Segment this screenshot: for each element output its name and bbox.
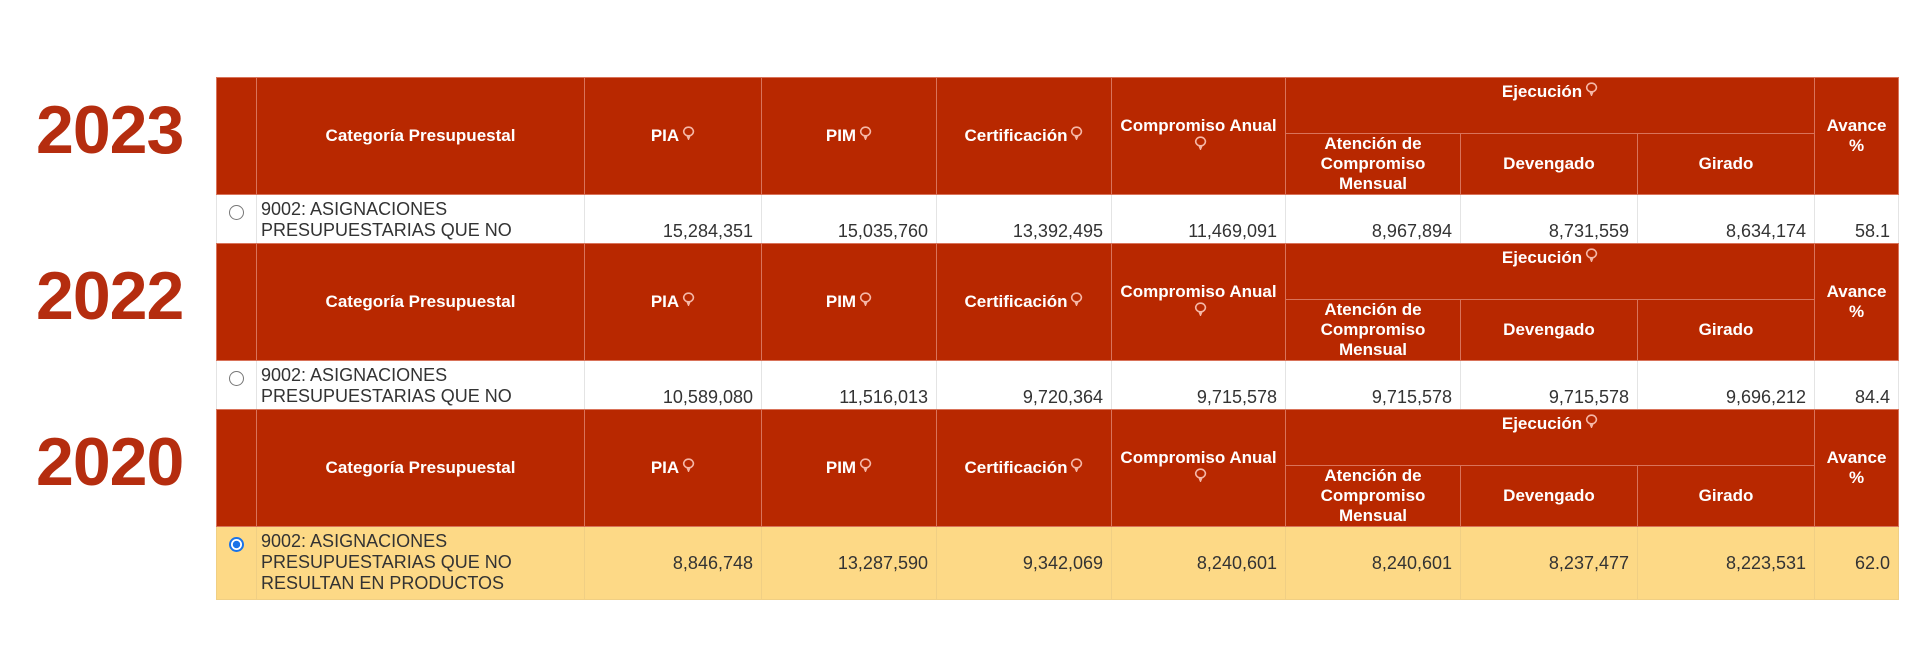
cell-atencion: 8,240,601 bbox=[1285, 526, 1461, 600]
header-avance: Avance % bbox=[1814, 243, 1900, 361]
comment-balloon-icon[interactable] bbox=[1194, 468, 1207, 482]
comment-balloon-icon[interactable] bbox=[1070, 292, 1083, 306]
header-ejecucion: Ejecución bbox=[1284, 243, 1816, 300]
row-select-radio-cell[interactable] bbox=[216, 526, 257, 600]
header-atencion: Atención de Compromiso Mensual bbox=[1285, 299, 1461, 361]
comment-balloon-icon[interactable] bbox=[859, 458, 872, 472]
cell-categoria: 9002: ASIGNACIONES PRESUPUESTARIAS QUE N… bbox=[256, 526, 585, 600]
header-compromiso-anual: Compromiso Anual bbox=[1111, 77, 1286, 195]
header-ejecucion: Ejecución bbox=[1284, 77, 1816, 134]
comment-balloon-icon[interactable] bbox=[859, 292, 872, 306]
comment-balloon-icon[interactable] bbox=[1585, 82, 1598, 96]
cell-girado: 8,223,531 bbox=[1636, 526, 1816, 600]
header-categoria: Categoría Presupuestal bbox=[256, 409, 585, 527]
comment-balloon-icon[interactable] bbox=[1194, 136, 1207, 150]
header-ejecucion: Ejecución bbox=[1284, 409, 1816, 466]
cell-certificacion: 9,342,069 bbox=[936, 526, 1112, 600]
select-column-header bbox=[216, 409, 257, 527]
header-atencion: Atención de Compromiso Mensual bbox=[1285, 133, 1461, 195]
header-pim: PIM bbox=[761, 409, 937, 527]
cell-compromiso: 8,240,601 bbox=[1111, 526, 1286, 600]
header-girado: Girado bbox=[1636, 465, 1816, 527]
header-avance: Avance % bbox=[1814, 409, 1900, 527]
row-select-radio[interactable] bbox=[229, 205, 244, 220]
header-certificacion: Certificación bbox=[936, 77, 1112, 195]
comment-balloon-icon[interactable] bbox=[682, 126, 695, 140]
cell-avance: 62.0 bbox=[1814, 526, 1900, 600]
header-certificacion: Certificación bbox=[936, 409, 1112, 527]
cell-pim: 13,287,590 bbox=[761, 526, 937, 600]
comment-balloon-icon[interactable] bbox=[1070, 126, 1083, 140]
year-label: 2023 bbox=[36, 92, 184, 168]
cell-pia: 8,846,748 bbox=[584, 526, 762, 600]
header-categoria: Categoría Presupuestal bbox=[256, 243, 585, 361]
comment-balloon-icon[interactable] bbox=[859, 126, 872, 140]
header-atencion: Atención de Compromiso Mensual bbox=[1285, 465, 1461, 527]
cell-devengado: 8,237,477 bbox=[1460, 526, 1638, 600]
header-pia: PIA bbox=[584, 243, 762, 361]
header-devengado: Devengado bbox=[1460, 465, 1638, 527]
header-pim: PIM bbox=[761, 243, 937, 361]
header-girado: Girado bbox=[1636, 299, 1816, 361]
header-devengado: Devengado bbox=[1460, 133, 1638, 195]
comment-balloon-icon[interactable] bbox=[1070, 458, 1083, 472]
header-devengado: Devengado bbox=[1460, 299, 1638, 361]
header-compromiso-anual: Compromiso Anual bbox=[1111, 409, 1286, 527]
select-column-header bbox=[216, 243, 257, 361]
header-compromiso-anual: Compromiso Anual bbox=[1111, 243, 1286, 361]
comment-balloon-icon[interactable] bbox=[682, 458, 695, 472]
row-select-radio[interactable] bbox=[229, 537, 244, 552]
year-label: 2020 bbox=[36, 424, 184, 500]
header-avance: Avance % bbox=[1814, 77, 1900, 195]
select-column-header bbox=[216, 77, 257, 195]
comment-balloon-icon[interactable] bbox=[1585, 248, 1598, 262]
header-pim: PIM bbox=[761, 77, 937, 195]
header-categoria: Categoría Presupuestal bbox=[256, 77, 585, 195]
year-label: 2022 bbox=[36, 258, 184, 334]
budget-table-2022: Categoría Presupuestal PIA PIM Certifica… bbox=[216, 243, 1900, 434]
comment-balloon-icon[interactable] bbox=[1585, 414, 1598, 428]
header-pia: PIA bbox=[584, 409, 762, 527]
header-girado: Girado bbox=[1636, 133, 1816, 195]
comment-balloon-icon[interactable] bbox=[1194, 302, 1207, 316]
header-pia: PIA bbox=[584, 77, 762, 195]
row-select-radio[interactable] bbox=[229, 371, 244, 386]
table-row[interactable]: 9002: ASIGNACIONES PRESUPUESTARIAS QUE N… bbox=[216, 526, 1900, 600]
comment-balloon-icon[interactable] bbox=[682, 292, 695, 306]
budget-table-2023: Categoría Presupuestal PIA PIM Certifica… bbox=[216, 77, 1900, 268]
header-certificacion: Certificación bbox=[936, 243, 1112, 361]
budget-table-2020: Categoría Presupuestal PIA PIM Certifica… bbox=[216, 409, 1900, 600]
